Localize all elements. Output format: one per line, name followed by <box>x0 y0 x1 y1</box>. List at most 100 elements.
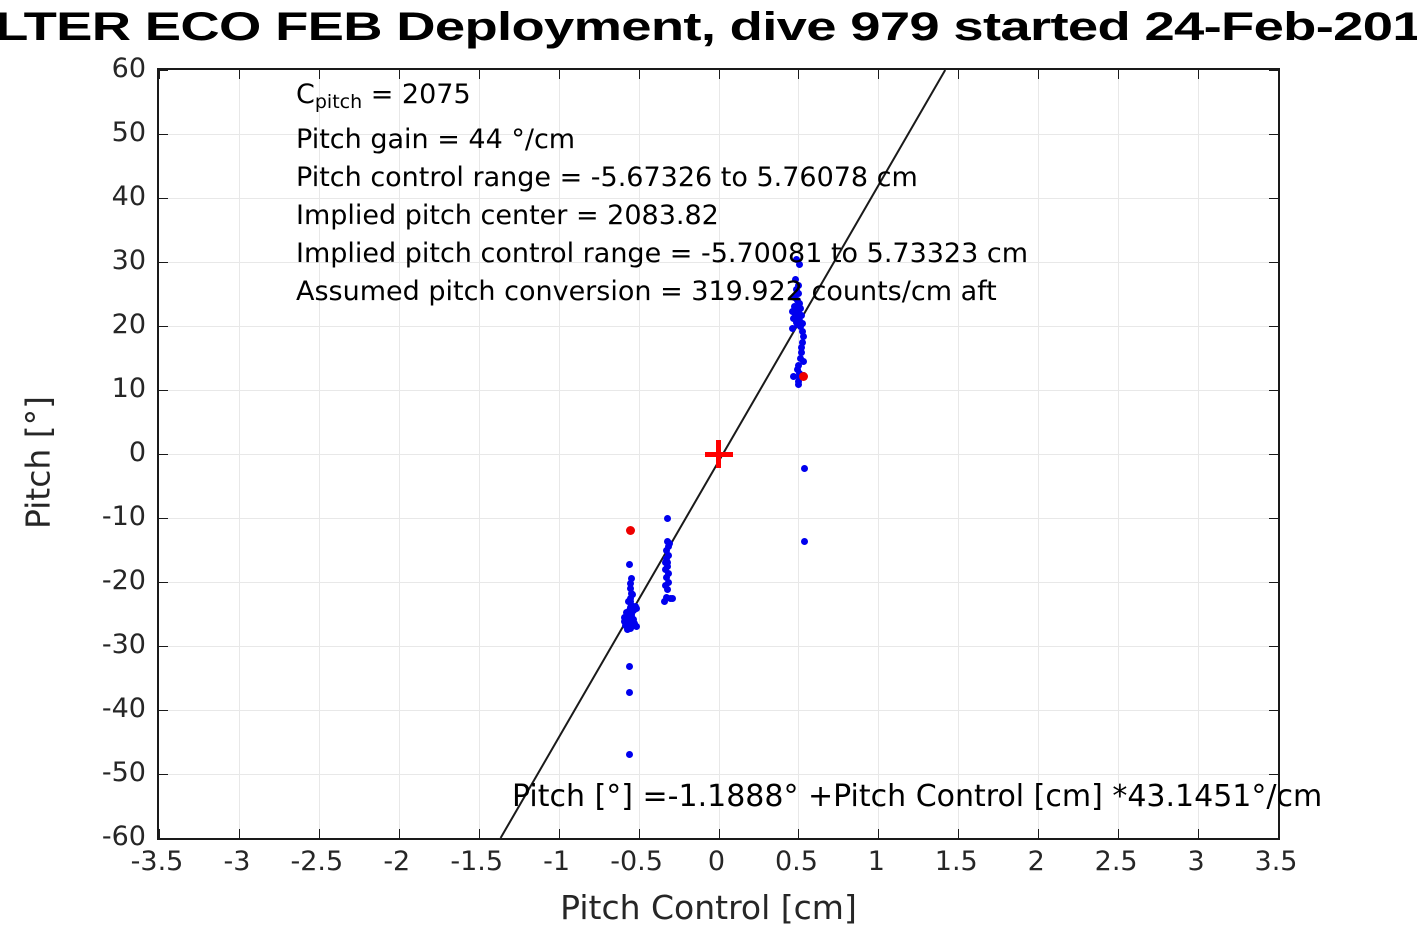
x-axis-tick <box>798 829 800 838</box>
x-axis-tick <box>478 70 480 79</box>
data-point <box>791 303 799 311</box>
data-point <box>626 688 634 696</box>
annotation-pitch-control-range: Pitch control range = -5.67326 to 5.7607… <box>296 162 918 193</box>
gridline-vertical <box>1038 70 1040 838</box>
data-point <box>663 574 671 582</box>
x-axis-tick <box>958 70 960 79</box>
y-axis-tick <box>159 70 168 71</box>
x-axis-tick <box>1278 70 1279 79</box>
x-axis-tick <box>478 829 480 838</box>
gridline-vertical <box>638 70 640 838</box>
data-point <box>626 584 634 592</box>
data-point <box>623 625 631 633</box>
x-tick-label: 1.5 <box>934 846 978 877</box>
data-point <box>630 615 638 623</box>
y-axis-tick <box>1269 70 1278 71</box>
data-point <box>621 613 629 621</box>
data-point <box>669 594 677 602</box>
data-point <box>799 358 807 366</box>
y-tick-label: 60 <box>111 53 146 84</box>
x-axis-tick <box>398 70 400 79</box>
data-point <box>800 333 808 341</box>
annotation-implied-pitch-center: Implied pitch center = 2083.82 <box>296 200 719 231</box>
x-tick-label: -2 <box>383 846 411 877</box>
data-point <box>661 559 669 567</box>
annotation-pitch-conversion: Assumed pitch conversion = 319.922 count… <box>296 276 997 307</box>
x-tick-label: 2.5 <box>1094 846 1138 877</box>
gridline-vertical <box>398 70 400 838</box>
data-point <box>794 366 802 374</box>
c-pitch-value: = 2075 <box>362 79 471 110</box>
data-point <box>798 312 806 320</box>
x-tick-label: 1 <box>867 846 885 877</box>
x-tick-label: 3.5 <box>1254 846 1298 877</box>
x-axis-tick <box>638 70 640 79</box>
x-tick-label: -1.5 <box>450 846 504 877</box>
y-axis-tick <box>159 454 168 455</box>
c-pitch-symbol: C <box>296 79 315 110</box>
data-point <box>663 547 671 555</box>
data-point <box>627 580 635 588</box>
x-tick-label: -2.5 <box>290 846 344 877</box>
data-point <box>795 289 803 297</box>
annotation-block: Cpitch = 2075 Pitch gain = 44 °/cm Pitch… <box>296 76 1028 311</box>
x-axis-tick <box>718 829 720 838</box>
gridline-vertical <box>878 70 880 838</box>
data-point <box>665 578 673 586</box>
y-axis-tick <box>1269 198 1278 199</box>
y-axis-tick <box>1269 262 1278 263</box>
x-tick-label: -3 <box>223 846 251 877</box>
y-axis-tick <box>159 198 168 199</box>
data-point <box>662 593 670 601</box>
data-point <box>797 354 805 362</box>
y-tick-label: -10 <box>101 501 146 532</box>
data-point <box>789 325 797 333</box>
data-point <box>626 662 634 670</box>
y-axis-tick <box>1269 582 1278 583</box>
x-axis-tick <box>398 829 400 838</box>
data-point <box>797 349 805 357</box>
data-point <box>799 339 807 347</box>
data-point <box>627 574 635 582</box>
data-point <box>800 465 808 473</box>
y-axis-tick <box>159 838 168 839</box>
x-axis-tick <box>1038 829 1040 838</box>
grid-layer <box>159 70 1279 839</box>
y-axis-tick <box>1269 390 1278 391</box>
data-point <box>792 286 800 294</box>
gridline-vertical <box>1118 70 1120 838</box>
y-axis-tick <box>159 582 168 583</box>
x-tick-label: 0 <box>707 846 726 877</box>
data-point <box>626 751 634 759</box>
data-point <box>662 554 670 562</box>
x-tick-label: 0.5 <box>774 846 818 877</box>
y-axis-tick <box>1269 454 1278 455</box>
x-tick-label: -3.5 <box>130 846 184 877</box>
x-axis-tick <box>958 829 960 838</box>
c-pitch-subscript: pitch <box>314 91 363 113</box>
data-point <box>794 361 802 369</box>
data-point <box>622 622 630 630</box>
data-point <box>660 597 668 605</box>
data-point <box>664 562 672 570</box>
y-axis-tick <box>159 390 168 391</box>
data-points-layer <box>159 70 1278 838</box>
annotation-pitch-gain: Pitch gain = 44 °/cm <box>296 124 576 155</box>
x-axis-tick <box>718 70 720 79</box>
data-point <box>661 582 669 590</box>
data-point <box>794 281 802 289</box>
gridline-vertical <box>958 70 960 838</box>
y-axis-tick <box>159 646 168 647</box>
gridline-vertical <box>1198 70 1200 838</box>
data-point <box>797 305 805 313</box>
y-axis-tick <box>1269 646 1278 647</box>
chart-title: LTER ECO FEB Deployment, dive 979 starte… <box>0 5 1417 49</box>
gridline-vertical <box>478 70 480 838</box>
data-point <box>792 276 800 284</box>
data-point <box>798 319 806 327</box>
y-axis-tick <box>159 710 168 711</box>
y-tick-label: 10 <box>111 373 146 404</box>
y-axis-tick <box>1269 518 1278 519</box>
x-axis-tick <box>878 829 880 838</box>
x-axis-tick <box>1118 829 1120 838</box>
